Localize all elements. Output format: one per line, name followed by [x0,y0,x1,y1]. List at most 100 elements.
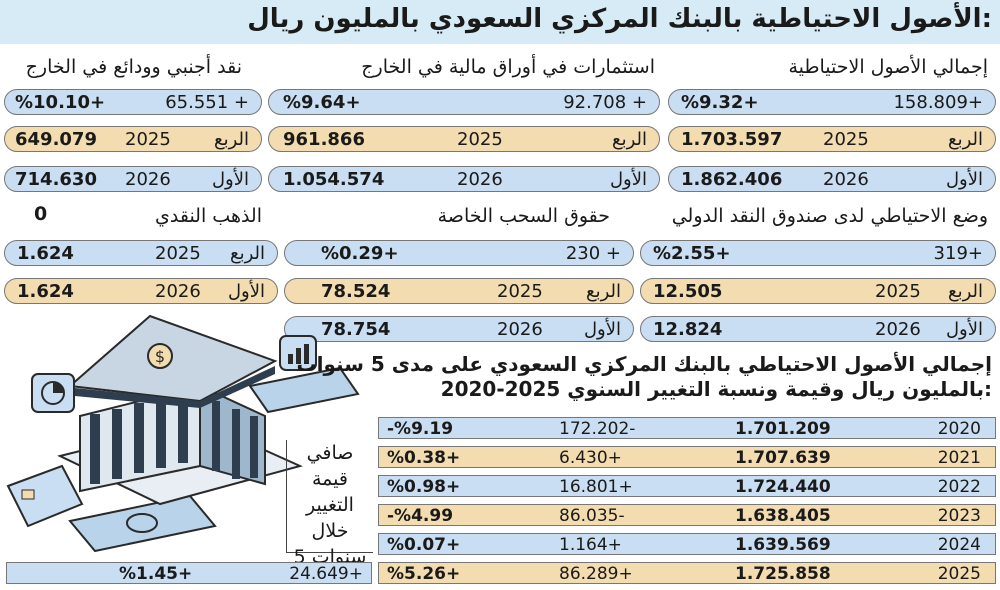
history-change: 1.164+ [559,535,622,555]
card-total-label: إجمالي الأصول الاحتياطية [788,56,988,78]
change-percent: %9.64+ [283,92,361,113]
card-securities-2026-pill: الأول 2026 1.054.574 [268,166,660,192]
quarter-label: الربع [611,129,647,150]
card-cash-2026-pill: الأول 2026 714.630 [4,166,262,192]
bar-chart-bubble-icon [279,335,317,371]
change-value: 92.708 + [563,92,647,113]
quarter-label: الربع [229,243,265,264]
net-change-label-line: التغيير خلال [306,494,354,542]
year-label: 2026 [457,169,503,190]
quarter-label: الأول [583,319,621,340]
year-label: 2026 [155,281,201,302]
quarter-label: الأول [227,281,265,302]
card-gold-change: 0 [34,203,48,225]
pie-chart-bubble-icon [31,373,75,413]
quarter-label: الأول [609,169,647,190]
card-securities-label: استثمارات في أوراق مالية في الخارج [361,56,655,78]
quarter-label: الأول [945,319,983,340]
change-value: 230 + [565,243,621,264]
card-total-2025-pill: الربع 2025 1.703.597 [668,126,996,152]
history-year: 2022 [937,477,981,497]
change-value: 319+ [933,243,983,264]
history-row-2025: 2025 1.725.858 86.289+ %5.26+ [378,562,996,584]
value: 961.866 [283,129,365,150]
history-change: 172.202- [559,419,636,439]
history-pct: %0.98+ [387,477,461,497]
history-row-2021: 2021 1.707.639 6.430+ %0.38+ [378,446,996,468]
value: 649.079 [15,129,97,150]
banknote-icon [68,494,217,553]
year-label: 2025 [497,281,543,302]
quarter-label: الربع [213,129,249,150]
year-label: 2025 [823,129,869,150]
history-pct: %0.38+ [387,448,461,468]
net-change-value: 24.649+ [289,564,363,584]
year-label: 2026 [823,169,869,190]
history-change: 6.430+ [559,448,622,468]
page-title: الأصول الاحتياطية بالبنك المركزي السعودي… [247,4,992,34]
history-pct: -%9.19 [387,419,454,439]
year-label: 2026 [125,169,171,190]
card-gold-label: الذهب النقدي [154,205,262,227]
history-value: 1.725.858 [735,564,831,584]
change-percent: %2.55+ [653,243,731,264]
history-row-2023: 2023 1.638.405 86.035- -%4.99 [378,504,996,526]
year-label: 2026 [875,319,921,340]
quarter-label: الربع [947,281,983,302]
quarter-label: الأول [945,169,983,190]
card-cash-2025-pill: الربع 2025 649.079 [4,126,262,152]
card-sdr-2026-pill: الأول 2026 78.754 [284,316,634,342]
card-imf-2026-pill: الأول 2026 12.824 [640,316,996,342]
card-total-2026-pill: الأول 2026 1.862.406 [668,166,996,192]
net-change-label-line: صافي [306,442,354,464]
card-imf-2025-pill: الربع 2025 12.505 [640,278,996,304]
card-total-change-pill: 158.809+ %9.32+ [668,89,996,115]
year-label: 2025 [155,243,201,264]
change-percent: %10.10+ [15,92,106,113]
history-value: 1.724.440 [735,477,831,497]
history-pct: %5.26+ [387,564,461,584]
change-percent: %9.32+ [681,92,759,113]
card-securities-2025-pill: الربع 2025 961.866 [268,126,660,152]
change-percent: %0.29+ [321,243,399,264]
value: 714.630 [15,169,97,190]
card-gold-2026-pill: الأول 2026 1.624 [4,278,278,304]
history-year: 2021 [937,448,981,468]
year-label: 2025 [875,281,921,302]
change-value: 158.809+ [893,92,983,113]
net-change-label-line: قيمة [312,468,348,490]
history-change: 16.801+ [559,477,633,497]
history-year: 2024 [937,535,981,555]
value: 12.824 [653,319,723,340]
value: 1.862.406 [681,169,783,190]
history-title-line2: 2020-2025 بالمليون ريال وقيمة ونسبة التغ… [440,377,992,401]
history-row-2022: 2022 1.724.440 16.801+ %0.98+ [378,475,996,497]
history-value: 1.639.569 [735,535,831,555]
title-bar: الأصول الاحتياطية بالبنك المركزي السعودي… [0,0,1000,44]
quarter-label: الربع [585,281,621,302]
value: 12.505 [653,281,723,302]
value: 1.624 [17,281,74,302]
banknote-icon [248,366,360,414]
history-value: 1.638.405 [735,506,831,526]
history-row-2020: 2020 1.701.209 172.202- -%9.19 [378,417,996,439]
history-title-line1: إجمالي الأصول الاحتياطي بالبنك المركزي ا… [296,352,992,376]
bank-building-icon: $ [67,314,278,493]
net-change-pct: %1.45+ [119,564,193,584]
value: 78.754 [321,319,391,340]
value: 1.054.574 [283,169,385,190]
history-change: 86.289+ [559,564,633,584]
card-gold-2025-pill: الربع 2025 1.624 [4,240,278,266]
history-change: 86.035- [559,506,625,526]
card-cash-change-pill: 65.551 + %10.10+ [4,89,262,115]
change-value: 65.551 + [165,92,249,113]
card-imf-change-pill: 319+ %2.55+ [640,240,996,266]
history-pct: -%4.99 [387,506,454,526]
card-sdr-change-pill: 230 + %0.29+ [284,240,634,266]
quarter-label: الأول [211,169,249,190]
value: 1.703.597 [681,129,783,150]
card-imf-label: وضع الاحتياطي لدى صندوق النقد الدولي [671,205,988,227]
history-year: 2023 [937,506,981,526]
card-sdr-label: حقوق السحب الخاصة [437,205,610,227]
history-row-2024: 2024 1.639.569 1.164+ %0.07+ [378,533,996,555]
